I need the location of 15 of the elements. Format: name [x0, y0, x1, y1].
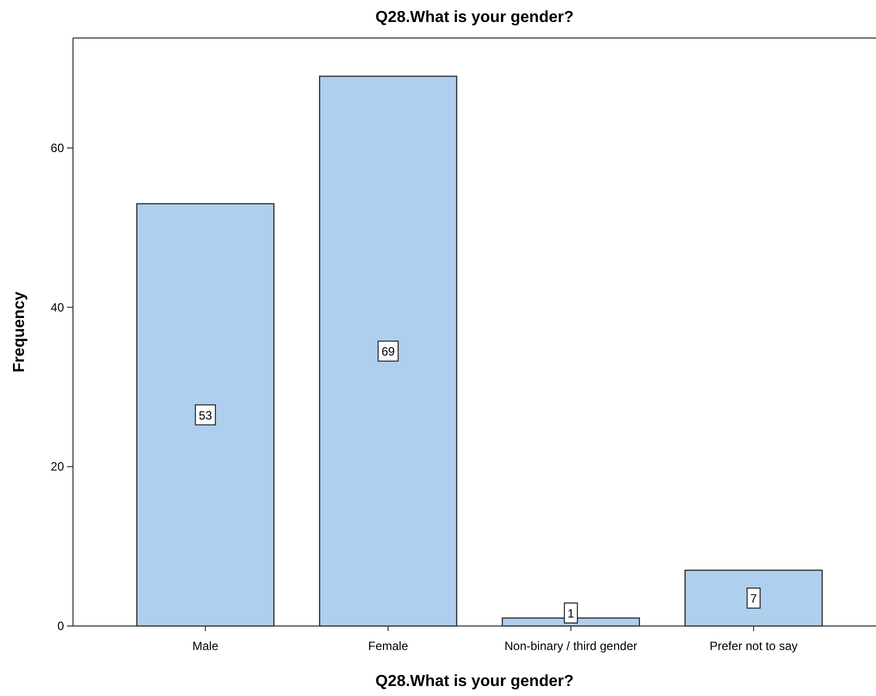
data-label: 7 [750, 592, 758, 606]
data-label: 53 [198, 408, 212, 422]
x-axis-title: Q28.What is your gender? [375, 673, 574, 690]
y-tick-label: 60 [50, 140, 64, 155]
y-tick-label: 40 [50, 300, 64, 314]
y-axis-title: Frequency [11, 291, 28, 372]
x-tick-label: Prefer not to say [710, 639, 798, 653]
y-tick-label: 0 [57, 619, 64, 633]
data-label: 1 [568, 606, 575, 620]
data-label: 69 [381, 344, 396, 359]
y-tick-label: 20 [50, 460, 64, 474]
x-tick-label: Female [368, 639, 408, 653]
x-tick-label: Non-binary / third gender [504, 639, 638, 653]
x-tick-label: Male [192, 639, 219, 653]
chart-title: Q28.What is your gender? [375, 9, 574, 26]
